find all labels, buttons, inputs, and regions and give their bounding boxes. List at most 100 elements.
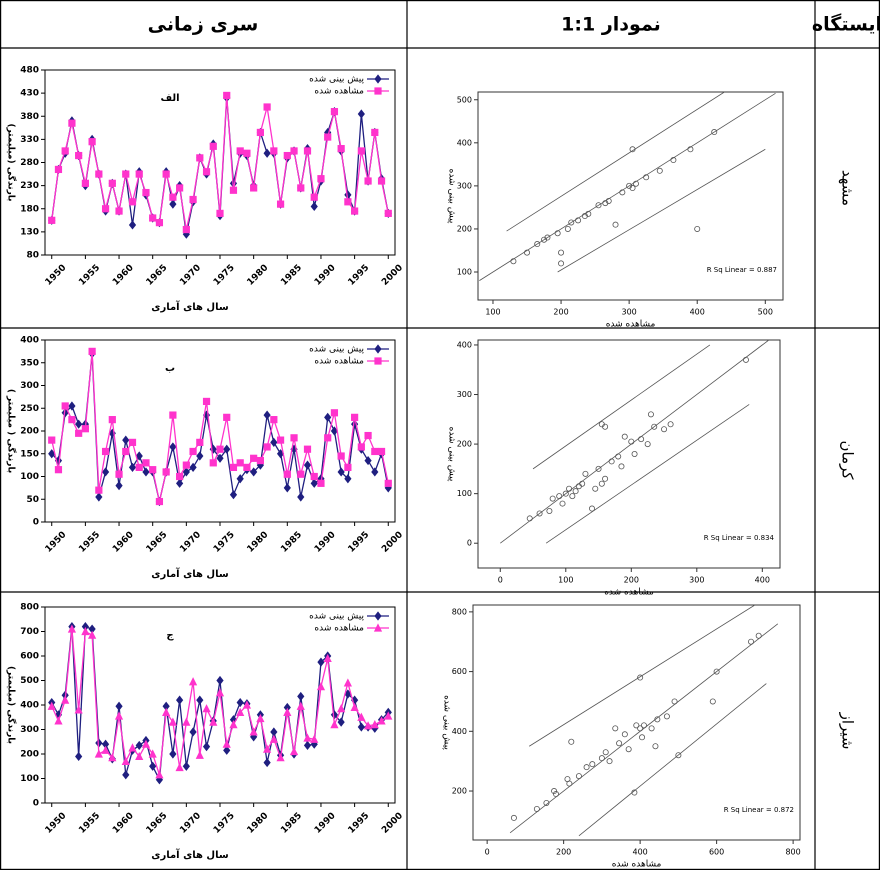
legend-label: پیش بینی شده xyxy=(309,612,364,622)
marker xyxy=(88,347,96,355)
y-tick-label: 200 xyxy=(20,750,39,760)
marker xyxy=(229,490,238,500)
scatter-point xyxy=(625,746,632,753)
scatter-point xyxy=(621,731,628,738)
header-cell: ایستگاه xyxy=(812,13,880,36)
marker xyxy=(101,739,110,749)
marker xyxy=(122,170,130,178)
marker xyxy=(75,419,83,429)
y-tick-label: 200 xyxy=(457,440,472,449)
x-tick-label: 100 xyxy=(485,308,500,317)
marker xyxy=(250,184,258,192)
marker xyxy=(162,701,170,711)
marker xyxy=(54,716,63,725)
scatter-point xyxy=(748,638,755,645)
scatter-point xyxy=(643,174,650,181)
y-tick-label: 100 xyxy=(457,489,472,498)
scatter-point xyxy=(556,493,563,500)
marker xyxy=(135,740,143,751)
x-tick-label: 400 xyxy=(690,308,705,317)
marker xyxy=(202,168,211,176)
marker xyxy=(384,209,392,217)
legend-label: پیش بینی شده xyxy=(309,345,364,355)
marker xyxy=(128,743,137,752)
marker xyxy=(95,170,103,178)
y-axis-label: بارندگی (میلیمتر) xyxy=(6,123,18,201)
marker xyxy=(357,109,365,119)
x-tick-label: 1995 xyxy=(347,811,372,836)
marker xyxy=(270,727,278,737)
x-tick-label: 2000 xyxy=(380,263,405,288)
marker xyxy=(229,463,238,471)
scatter-point xyxy=(648,725,655,732)
x-tick-label: 800 xyxy=(785,848,800,857)
scatter-point xyxy=(510,258,517,265)
annotation: R Sq Linear = 0.887 xyxy=(707,266,777,274)
marker xyxy=(330,720,339,729)
scatter-point xyxy=(670,157,677,164)
scatter-point xyxy=(628,438,635,445)
marker xyxy=(216,453,224,463)
y-tick-label: 0 xyxy=(33,799,39,809)
marker xyxy=(88,138,96,146)
marker xyxy=(357,722,365,732)
x-tick-label: 1980 xyxy=(246,530,271,555)
scatter-point xyxy=(619,189,626,196)
y-tick-label: 150 xyxy=(20,449,39,459)
marker xyxy=(182,225,190,234)
marker xyxy=(270,437,278,447)
scatter-point xyxy=(544,234,551,241)
marker xyxy=(343,678,352,687)
x-axis-label: سال های آماری xyxy=(151,567,229,580)
y-tick-label: 400 xyxy=(20,336,39,346)
marker xyxy=(344,474,352,484)
marker xyxy=(263,410,271,420)
scatter-point xyxy=(631,789,638,796)
marker xyxy=(189,195,197,204)
marker xyxy=(95,492,103,502)
x-tick-label: 1960 xyxy=(111,263,136,288)
marker xyxy=(330,108,339,116)
marker xyxy=(364,431,372,440)
marker xyxy=(182,761,190,771)
marker xyxy=(122,770,130,780)
scatter-point xyxy=(543,799,550,806)
marker xyxy=(175,762,184,772)
marker xyxy=(290,147,298,155)
x-tick-label: 1965 xyxy=(145,811,170,836)
marker xyxy=(215,688,225,697)
x-axis-label: سال های آماری xyxy=(151,300,229,313)
scatter-point xyxy=(612,221,619,228)
y-axis-label: بارندگی (میلیمتر) xyxy=(6,666,18,744)
marker xyxy=(67,624,77,633)
scatter-point xyxy=(558,260,565,267)
legend-label: پیش بینی شده xyxy=(309,75,364,85)
marker xyxy=(108,428,116,438)
marker xyxy=(68,416,76,424)
x-tick-label: 1990 xyxy=(313,811,338,836)
scatter-point xyxy=(582,470,589,477)
x-tick-label: 1960 xyxy=(111,530,136,555)
marker xyxy=(182,467,190,477)
scatter-point xyxy=(629,185,636,192)
reference-line xyxy=(506,92,725,232)
scatter-point xyxy=(663,713,670,720)
marker xyxy=(371,723,379,733)
marker xyxy=(337,704,346,713)
marker xyxy=(256,460,264,470)
header-cell: نمودار 1:1 xyxy=(561,14,661,36)
y-tick-label: 400 xyxy=(20,701,39,711)
marker xyxy=(149,761,157,771)
y-tick-label: 400 xyxy=(457,138,472,147)
marker xyxy=(101,467,110,477)
marker xyxy=(351,419,359,429)
x-tick-label: 1985 xyxy=(279,811,304,836)
scatter-point xyxy=(608,458,615,465)
scatter-point xyxy=(559,500,566,507)
marker xyxy=(363,721,373,730)
marker xyxy=(68,119,76,127)
marker xyxy=(263,757,271,768)
x-tick-label: 500 xyxy=(758,308,773,317)
scatter-point xyxy=(554,230,561,237)
marker xyxy=(374,357,382,365)
